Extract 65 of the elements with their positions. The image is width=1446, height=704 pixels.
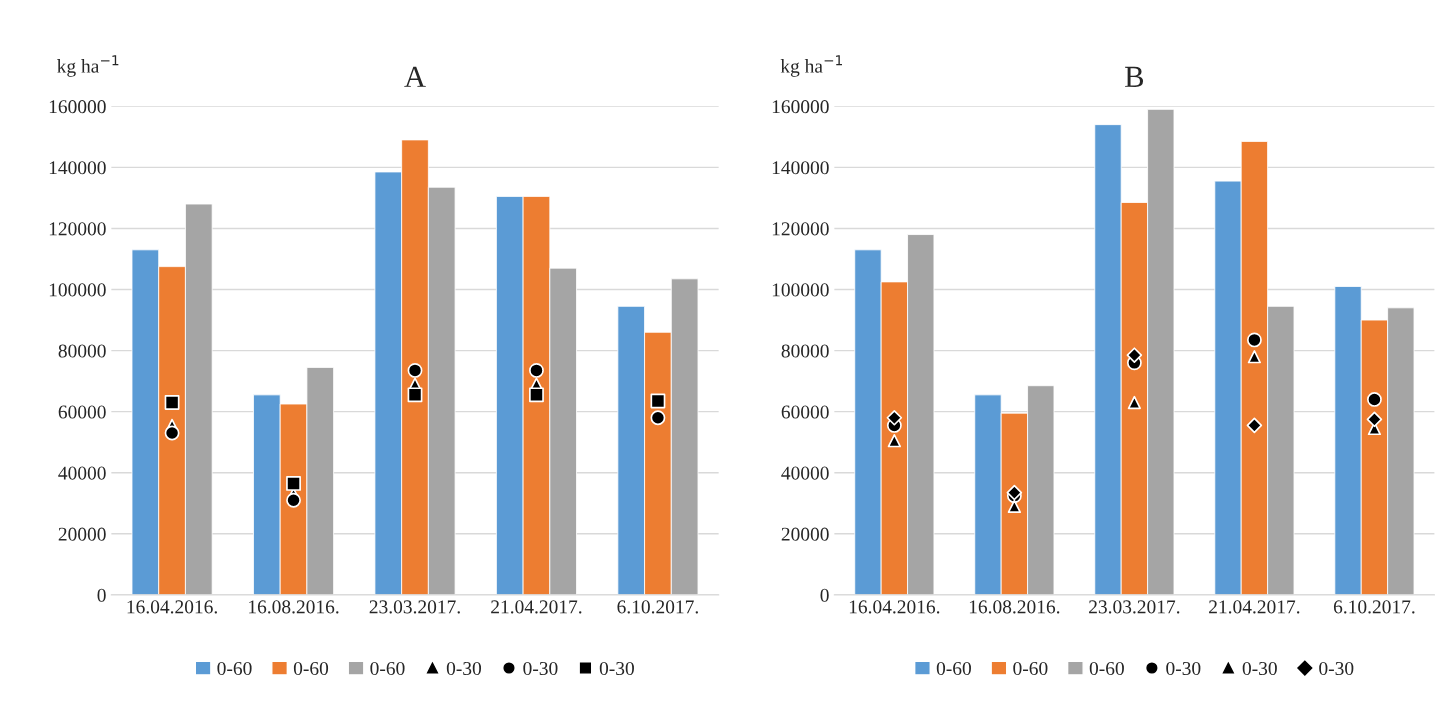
y-tick-label: 40000 bbox=[781, 466, 829, 480]
legend-label: 0-60 bbox=[1013, 661, 1048, 676]
y-tick-label: 0 bbox=[820, 588, 829, 602]
y-tick-label: 80000 bbox=[58, 344, 106, 358]
y-tick-label: 140000 bbox=[49, 161, 106, 175]
y-axis-title: kg ha$^{−1}$ bbox=[780, 55, 842, 77]
chart-title: A bbox=[404, 66, 426, 87]
y-tick-label: 100000 bbox=[49, 283, 106, 297]
y-tick-label: 160000 bbox=[772, 100, 829, 114]
point bbox=[887, 434, 901, 448]
point bbox=[650, 410, 666, 426]
point bbox=[529, 363, 544, 378]
y-tick-label: 0 bbox=[97, 588, 106, 602]
y-tick-label: 160000 bbox=[49, 100, 106, 114]
y-axis-title: kg ha$^{−1}$ bbox=[57, 55, 119, 77]
point bbox=[286, 492, 301, 508]
x-tick-label: 16.04.2016. bbox=[849, 600, 940, 614]
x-tick-label: 23.03.2017. bbox=[1089, 600, 1180, 614]
y-tick-label: 20000 bbox=[58, 527, 106, 541]
point bbox=[1246, 417, 1263, 434]
point bbox=[529, 387, 544, 403]
y-tick-label: 20000 bbox=[781, 527, 829, 541]
x-tick-label: 21.04.2017. bbox=[1209, 600, 1300, 614]
legend-label: 0-30 bbox=[446, 661, 482, 676]
legend-label: 0-60 bbox=[370, 661, 405, 676]
legend-label: 0-30 bbox=[599, 661, 634, 676]
point bbox=[286, 476, 301, 491]
point bbox=[1126, 347, 1143, 363]
x-tick-label: 16.08.2016. bbox=[249, 600, 339, 614]
point bbox=[164, 425, 180, 441]
legend-label: 0-30 bbox=[1319, 661, 1354, 676]
legend-label: 0-30 bbox=[523, 661, 558, 676]
point bbox=[1127, 395, 1142, 410]
point bbox=[164, 395, 180, 410]
point bbox=[1247, 350, 1262, 364]
legend-label: 0-60 bbox=[217, 661, 252, 676]
legend-label: 0-60 bbox=[293, 661, 329, 676]
x-tick-label: 6.10.2017. bbox=[617, 600, 698, 614]
point bbox=[886, 409, 903, 426]
point bbox=[1246, 332, 1262, 348]
legend-label: 0-60 bbox=[1089, 661, 1124, 676]
x-tick-label: 21.04.2017. bbox=[491, 600, 582, 614]
x-tick-label: 23.03.2017. bbox=[369, 600, 460, 614]
y-tick-label: 80000 bbox=[781, 344, 829, 358]
y-tick-label: 120000 bbox=[772, 222, 829, 236]
chart-title: B bbox=[1125, 66, 1144, 87]
point bbox=[1007, 499, 1022, 513]
x-tick-label: 6.10.2017. bbox=[1333, 600, 1415, 614]
legend-label: 0-30 bbox=[1166, 661, 1201, 676]
point bbox=[650, 393, 666, 409]
legend-label: 0-30 bbox=[1242, 661, 1277, 676]
point bbox=[407, 363, 423, 378]
x-tick-label: 16.04.2016. bbox=[127, 600, 217, 614]
x-tick-label: 16.08.2016. bbox=[969, 600, 1060, 614]
y-tick-label: 120000 bbox=[49, 222, 106, 236]
point bbox=[1367, 392, 1382, 407]
point bbox=[407, 387, 423, 403]
y-tick-label: 60000 bbox=[781, 405, 829, 419]
legend-label: 0-60 bbox=[936, 661, 971, 676]
point bbox=[1006, 484, 1023, 501]
y-tick-label: 40000 bbox=[58, 466, 106, 480]
point bbox=[1366, 411, 1383, 428]
y-tick-label: 60000 bbox=[58, 405, 106, 419]
y-tick-label: 140000 bbox=[772, 161, 829, 175]
y-tick-label: 100000 bbox=[772, 283, 829, 297]
